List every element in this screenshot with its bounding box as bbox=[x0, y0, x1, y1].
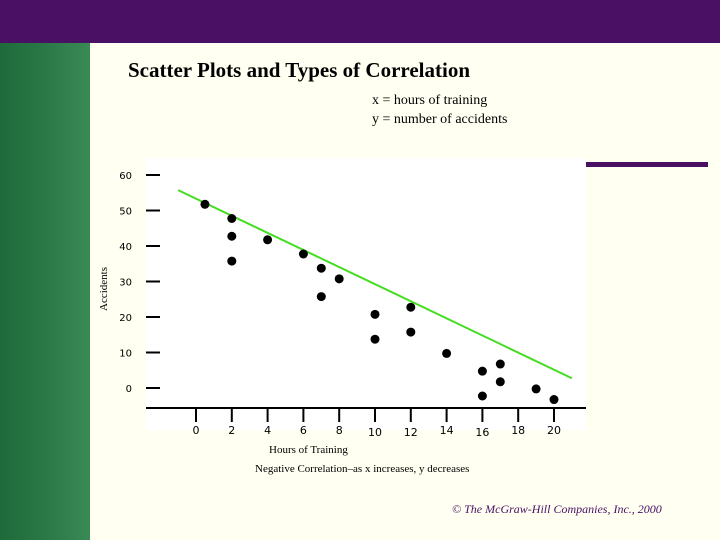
data-point bbox=[263, 235, 273, 245]
data-point bbox=[477, 391, 487, 401]
data-point bbox=[316, 263, 326, 273]
data-point bbox=[406, 302, 416, 312]
decorative-bar bbox=[586, 162, 708, 167]
x-tick-label: 2 bbox=[228, 424, 235, 437]
x-axis-label: Hours of Training bbox=[269, 444, 348, 456]
x-variable-definition: x = hours of training bbox=[372, 93, 488, 108]
data-point bbox=[370, 309, 380, 319]
data-point bbox=[200, 199, 210, 209]
data-point bbox=[370, 334, 380, 344]
slide-title: Scatter Plots and Types of Correlation bbox=[128, 58, 471, 82]
data-point bbox=[227, 214, 237, 223]
y-tick-label: 60 bbox=[119, 171, 132, 182]
y-tick-label: 40 bbox=[119, 242, 132, 253]
x-tick-label: 16 bbox=[475, 426, 489, 439]
data-point bbox=[531, 384, 541, 394]
data-point bbox=[334, 274, 344, 284]
y-axis-label: Accidents bbox=[98, 267, 110, 311]
data-point bbox=[316, 292, 326, 302]
data-point bbox=[495, 359, 505, 369]
left-band bbox=[0, 43, 90, 540]
x-tick-label: 10 bbox=[368, 426, 382, 439]
data-point bbox=[298, 249, 308, 259]
y-tick-label: 0 bbox=[126, 384, 132, 395]
plot-area bbox=[146, 158, 586, 430]
y-tick-label: 30 bbox=[119, 278, 132, 289]
data-point bbox=[227, 256, 237, 266]
y-tick-label: 50 bbox=[119, 207, 132, 218]
data-point bbox=[549, 395, 559, 405]
data-point bbox=[477, 366, 487, 376]
top-bar bbox=[0, 0, 720, 43]
x-tick-label: 20 bbox=[547, 424, 561, 437]
copyright-footer: © The McGraw-Hill Companies, Inc., 2000 bbox=[452, 502, 662, 516]
y-tick-label: 10 bbox=[119, 349, 132, 360]
x-tick-label: 8 bbox=[336, 424, 343, 437]
data-point bbox=[495, 377, 505, 387]
data-point bbox=[227, 231, 237, 241]
data-point bbox=[442, 348, 452, 358]
correlation-caption: Negative Correlation–as x increases, y d… bbox=[255, 463, 470, 475]
y-variable-definition: y = number of accidents bbox=[372, 112, 508, 127]
x-tick-label: 14 bbox=[440, 424, 454, 437]
y-tick-label: 20 bbox=[119, 313, 132, 324]
x-tick-label: 4 bbox=[264, 424, 271, 437]
x-tick-label: 0 bbox=[193, 424, 200, 437]
x-tick-label: 18 bbox=[511, 424, 525, 437]
data-point bbox=[406, 327, 416, 337]
trend-line bbox=[177, 189, 573, 380]
x-tick-label: 6 bbox=[300, 424, 307, 437]
x-tick-label: 12 bbox=[404, 426, 418, 439]
